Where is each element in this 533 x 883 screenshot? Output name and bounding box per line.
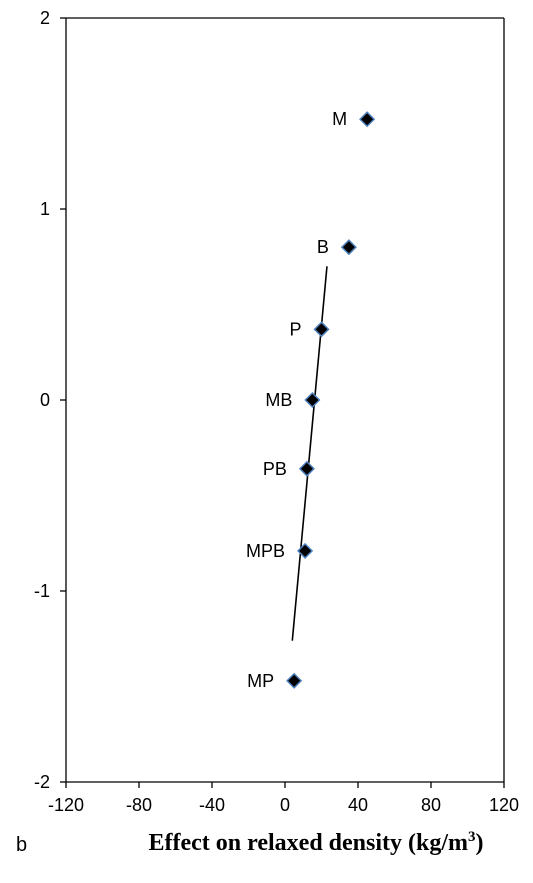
x-ticks: -120 -80 -40 0 40 80 120 — [48, 782, 519, 815]
data-point-p — [313, 321, 330, 338]
x-tick-label: -120 — [48, 795, 84, 815]
x-axis-title-main: Effect on relaxed density (kg/m — [148, 830, 468, 856]
point-label: MB — [265, 390, 292, 410]
x-axis-title-tail: ) — [476, 830, 484, 856]
point-label: B — [317, 237, 329, 257]
point-label: P — [289, 319, 301, 339]
point-label: M — [332, 109, 347, 129]
data-point-pb — [298, 460, 315, 477]
data-point-mp — [286, 672, 303, 689]
point-label: PB — [263, 459, 287, 479]
x-tick-label: -40 — [199, 795, 225, 815]
x-tick-label: -80 — [126, 795, 152, 815]
x-axis-title-superscript: 3 — [468, 829, 476, 845]
y-tick-label: -2 — [34, 772, 50, 792]
data-point-mpb — [297, 542, 314, 559]
y-tick-label: 0 — [40, 390, 50, 410]
data-point-mb — [304, 391, 321, 409]
panel-label: b — [16, 834, 27, 856]
x-axis-title: Effect on relaxed density (kg/m3) — [148, 829, 483, 856]
point-label: MP — [247, 671, 274, 691]
x-tick-label: 40 — [348, 795, 368, 815]
x-tick-label: 80 — [421, 795, 441, 815]
y-ticks: -2 -1 0 1 2 — [34, 8, 66, 792]
axes: -120 -80 -40 0 40 80 120 -2 -1 0 1 2 — [34, 8, 519, 815]
y-tick-label: -1 — [34, 581, 50, 601]
data-point-b — [340, 239, 357, 256]
point-label: MPB — [246, 541, 285, 561]
y-tick-label: 1 — [40, 199, 50, 219]
data-point-m — [359, 111, 376, 128]
x-tick-label: 120 — [489, 795, 519, 815]
x-tick-label: 0 — [280, 795, 290, 815]
y-tick-label: 2 — [40, 8, 50, 28]
